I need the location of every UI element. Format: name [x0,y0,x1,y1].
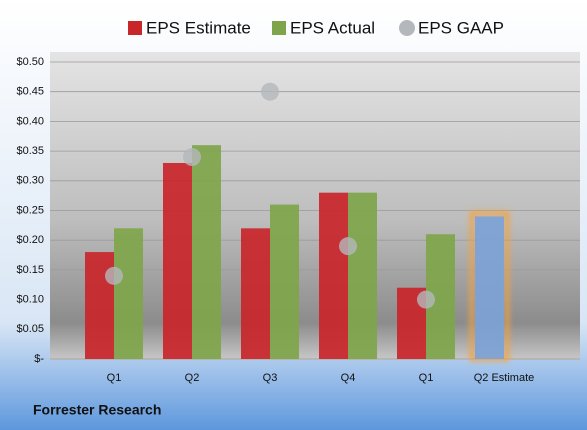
legend-swatch [399,20,415,36]
legend-swatch [128,21,142,35]
x-tick-label: Q3 [263,372,278,384]
legend-label: EPS Actual [290,18,375,37]
legend-label: EPS Estimate [146,18,251,37]
x-tick-label: Q2 [185,372,200,384]
gaap-dot [261,82,279,101]
gaap-dot [417,290,435,309]
x-tick-label: Q4 [341,372,356,384]
bar [475,216,504,359]
bar [192,145,221,359]
x-tick-label: Q1 [419,372,434,384]
y-tick-label: $0.20 [16,234,44,246]
bar [319,192,348,359]
legend-swatch [272,21,286,35]
y-tick-label: $0.30 [16,175,44,187]
x-tick-label: Q1 [107,372,122,384]
gaap-dot [339,237,357,256]
bar [163,162,192,359]
y-tick-label: $0.05 [16,323,44,335]
y-tick-label: $0.35 [16,145,44,157]
y-tick-label: $0.40 [16,115,44,127]
gaap-dot [105,266,123,285]
y-tick-label: $0.25 [16,204,44,216]
bar [270,204,299,359]
y-tick-label: $0.45 [16,86,44,98]
footer: Forrester Research [33,402,161,418]
y-tick-label: $- [34,353,44,365]
legend-label: EPS GAAP [418,18,504,37]
gaap-dot [183,148,201,167]
bar [114,228,143,359]
bar [348,192,377,359]
y-tick-label: $0.50 [16,56,44,68]
y-tick-label: $0.15 [16,264,44,276]
x-tick-label: Q2 Estimate [474,372,535,384]
bar [241,228,270,359]
y-tick-label: $0.10 [16,294,44,306]
